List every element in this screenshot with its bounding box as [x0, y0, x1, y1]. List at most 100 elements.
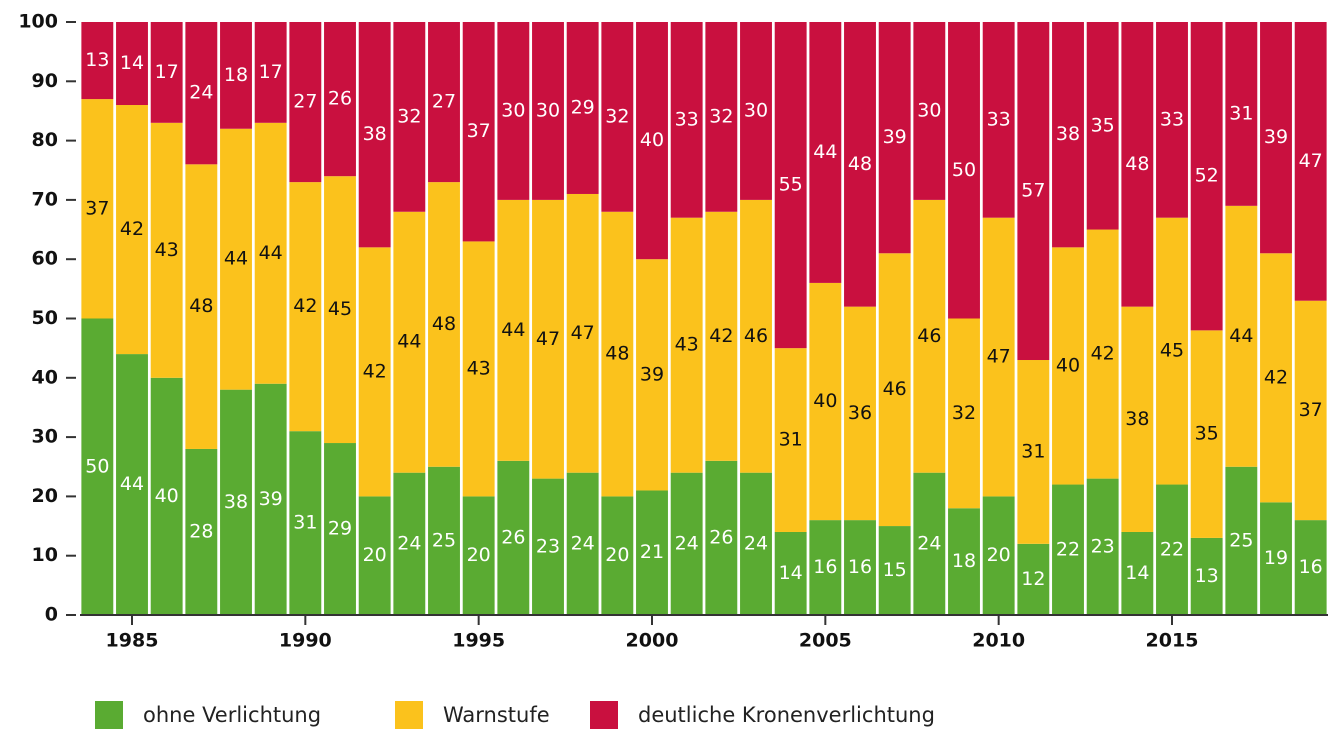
bar-segment: [740, 472, 772, 615]
value-label: 38: [1056, 123, 1080, 145]
bar-segment: [1017, 360, 1050, 544]
bar-segment: [150, 22, 183, 123]
bar-segment: [1260, 502, 1292, 615]
value-label: 28: [189, 520, 213, 542]
bar-segment: [324, 443, 356, 615]
bar-segment: [670, 472, 703, 615]
value-label: 45: [1160, 340, 1184, 362]
x-tick-label: 1995: [452, 630, 505, 652]
value-label: 16: [813, 556, 837, 578]
bar-segment: [670, 217, 703, 473]
bar-segment: [358, 247, 391, 497]
bar-segment: [1121, 22, 1154, 307]
value-label: 46: [744, 325, 768, 347]
value-label: 27: [293, 91, 317, 113]
bar-segment: [913, 22, 946, 200]
value-label: 17: [155, 61, 179, 83]
y-tick-label: 90: [32, 70, 58, 92]
value-label: 15: [883, 559, 907, 581]
bar-segment: [1190, 537, 1223, 615]
value-label: 31: [293, 512, 317, 534]
value-label: 32: [952, 402, 976, 424]
value-label: 48: [605, 343, 629, 365]
y-tick-label: 10: [32, 544, 58, 566]
bar-segment: [532, 22, 564, 200]
bar-segment: [254, 122, 287, 384]
value-label: 38: [224, 491, 248, 513]
value-label: 42: [709, 325, 733, 347]
value-label: 20: [363, 544, 387, 566]
value-label: 32: [605, 105, 629, 127]
x-tick-label: 1985: [106, 630, 159, 652]
value-label: 37: [467, 120, 491, 142]
bar-segment: [774, 531, 807, 615]
bar-segment: [220, 128, 252, 390]
value-label: 31: [779, 429, 803, 451]
y-tick-label: 70: [32, 188, 58, 210]
legend-swatch: [395, 701, 423, 729]
value-label: 38: [1125, 408, 1149, 430]
value-label: 13: [1195, 565, 1219, 587]
bar-segment: [878, 22, 911, 254]
bar-segment: [982, 22, 1015, 218]
bar-segment: [566, 193, 599, 473]
bar-segment: [150, 377, 183, 615]
value-label: 26: [709, 526, 733, 548]
bar-segment: [636, 22, 668, 260]
bar-segment: [705, 460, 738, 615]
bar-segment: [1294, 520, 1327, 615]
bar-segment: [150, 122, 183, 378]
y-tick-label: 0: [45, 604, 58, 626]
bar-segment: [324, 176, 356, 444]
bar-segment: [428, 182, 460, 467]
y-tick-label: 60: [32, 248, 58, 270]
bar-segment: [601, 22, 634, 212]
bar-segment: [1260, 253, 1292, 503]
x-tick-label: 1990: [279, 630, 332, 652]
value-label: 19: [1264, 547, 1288, 569]
bar-segment: [740, 22, 772, 200]
bar-segment: [185, 164, 218, 449]
value-label: 42: [120, 218, 144, 240]
value-label: 42: [1264, 366, 1288, 388]
value-label: 44: [120, 473, 144, 495]
value-label: 43: [675, 334, 699, 356]
value-label: 43: [467, 357, 491, 379]
bar-segment: [1225, 205, 1258, 467]
value-label: 40: [1056, 354, 1080, 376]
value-label: 22: [1056, 538, 1080, 560]
bar-segment: [1294, 22, 1327, 301]
bar-segment: [774, 348, 807, 532]
value-label: 30: [744, 99, 768, 121]
value-label: 40: [155, 485, 179, 507]
bar-segment: [1156, 217, 1188, 485]
bar-segment: [81, 99, 114, 319]
bar-segment: [1156, 22, 1188, 218]
bar-segment: [254, 22, 287, 123]
value-label: 33: [1160, 108, 1184, 130]
value-label: 36: [848, 402, 872, 424]
value-label: 48: [432, 313, 456, 335]
value-label: 14: [1125, 562, 1149, 584]
value-label: 44: [224, 248, 248, 270]
bar-segment: [1086, 478, 1119, 615]
bar-segment: [116, 105, 148, 355]
value-label: 23: [1091, 535, 1115, 557]
value-label: 32: [709, 105, 733, 127]
bar-segment: [809, 520, 842, 615]
bar-segment: [809, 22, 842, 283]
bar-segment: [878, 526, 911, 615]
bar-segment: [809, 282, 842, 521]
value-label: 25: [1229, 529, 1253, 551]
bar-segment: [1156, 484, 1188, 615]
bar-segment: [532, 478, 564, 615]
bar-segment: [1086, 229, 1119, 479]
value-label: 50: [952, 159, 976, 181]
bar-segment: [462, 22, 495, 242]
value-label: 16: [848, 556, 872, 578]
x-tick-label: 2000: [626, 630, 679, 652]
legend-swatch: [95, 701, 123, 729]
y-tick-label: 20: [32, 485, 58, 507]
bar-segment: [220, 22, 252, 129]
bar-segment: [428, 466, 460, 615]
